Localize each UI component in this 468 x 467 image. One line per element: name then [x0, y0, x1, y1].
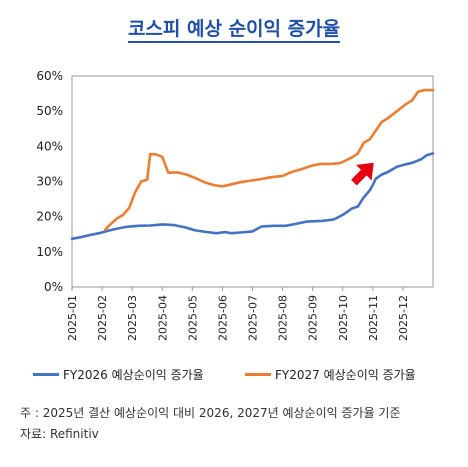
x-tick-label: 2025-10	[337, 295, 350, 341]
legend-swatch-fy2027	[245, 373, 271, 376]
x-tick-label: 2025-01	[66, 295, 79, 341]
y-tick-label: 0%	[44, 280, 63, 294]
chart-note: 주 : 2025년 결산 예상순이익 대비 2026, 2027년 예상순이익 …	[20, 406, 401, 420]
chart-source: 자료: Refinitiv	[20, 427, 99, 441]
y-tick-label: 50%	[36, 104, 63, 118]
legend-swatch-fy2026	[33, 373, 59, 376]
y-tick-label: 10%	[36, 245, 63, 259]
x-tick-label: 2025-06	[216, 295, 229, 341]
x-tick-label: 2025-07	[247, 295, 260, 341]
y-tick-label: 60%	[36, 69, 63, 83]
x-tick-label: 2025-05	[186, 295, 199, 341]
red-arrow-shape	[351, 162, 374, 186]
legend-item-fy2026: FY2026 예상순이익 증가율	[33, 366, 204, 383]
series-line-fy2027	[103, 88, 435, 231]
x-tick-label: 2025-09	[307, 295, 320, 341]
legend-item-fy2027: FY2027 예상순이익 증가율	[245, 366, 416, 383]
x-tick-label: 2025-04	[156, 295, 169, 341]
x-tick-label: 2025-02	[96, 295, 109, 341]
y-tick-label: 40%	[36, 139, 63, 153]
series-line-fy2026	[70, 152, 435, 241]
y-tick-label: 30%	[36, 175, 63, 189]
red-arrow-icon	[351, 162, 374, 186]
chart-title: 코스피 예상 순이익 증가율	[0, 14, 468, 43]
y-tick-label: 20%	[36, 210, 63, 224]
legend-label-fy2026: FY2026 예상순이익 증가율	[63, 368, 204, 382]
x-tick-label: 2025-03	[126, 295, 139, 341]
x-tick-label: 2025-12	[397, 295, 410, 341]
x-tick-label: 2025-11	[367, 295, 380, 341]
x-tick-label: 2025-08	[277, 295, 290, 341]
legend-label-fy2027: FY2027 예상순이익 증가율	[275, 368, 416, 382]
